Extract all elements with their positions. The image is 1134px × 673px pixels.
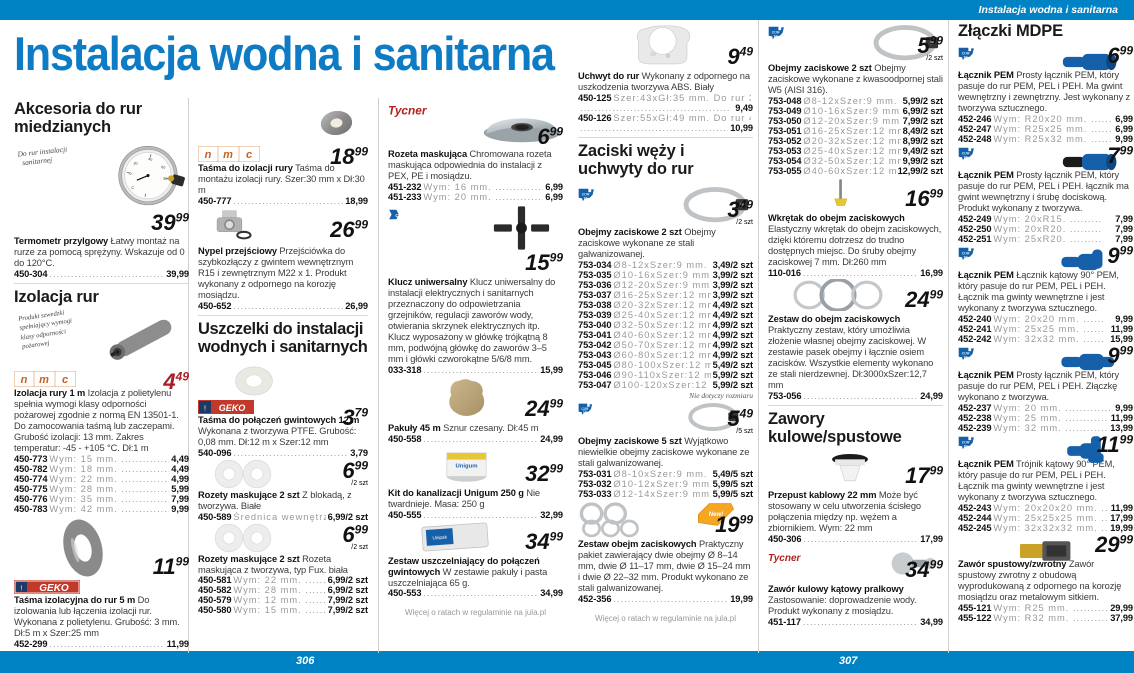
- svg-text:20: 20: [133, 161, 138, 166]
- svg-text:Tycner: Tycner: [768, 553, 802, 564]
- svg-text:TA: TA: [963, 156, 968, 160]
- svg-text:Unipak: Unipak: [432, 534, 447, 540]
- svg-text:TA: TA: [583, 196, 588, 200]
- svg-text:80: 80: [163, 177, 168, 182]
- svg-text:n: n: [21, 374, 28, 386]
- svg-text:TA: TA: [963, 356, 968, 360]
- svg-text:c: c: [246, 149, 252, 161]
- svg-text:TA: TA: [963, 256, 968, 260]
- svg-text:n: n: [205, 149, 212, 161]
- svg-text:40: 40: [148, 157, 153, 162]
- svg-text:C: C: [395, 213, 399, 219]
- svg-text:TA: TA: [773, 34, 778, 38]
- svg-text:m: m: [223, 149, 233, 161]
- svg-text:GEKO: GEKO: [39, 583, 69, 594]
- svg-text:GEKO: GEKO: [219, 403, 246, 413]
- svg-text:!: !: [204, 405, 206, 412]
- svg-text:Unigum: Unigum: [456, 463, 478, 469]
- svg-text:TA: TA: [963, 444, 968, 448]
- svg-text:60: 60: [161, 165, 166, 170]
- svg-text:c: c: [62, 374, 68, 386]
- svg-text:!: !: [21, 586, 23, 593]
- svg-text:m: m: [39, 374, 49, 386]
- svg-text:Tycner: Tycner: [388, 104, 428, 118]
- svg-text:TA: TA: [963, 56, 968, 60]
- svg-text:TA: TA: [583, 410, 588, 414]
